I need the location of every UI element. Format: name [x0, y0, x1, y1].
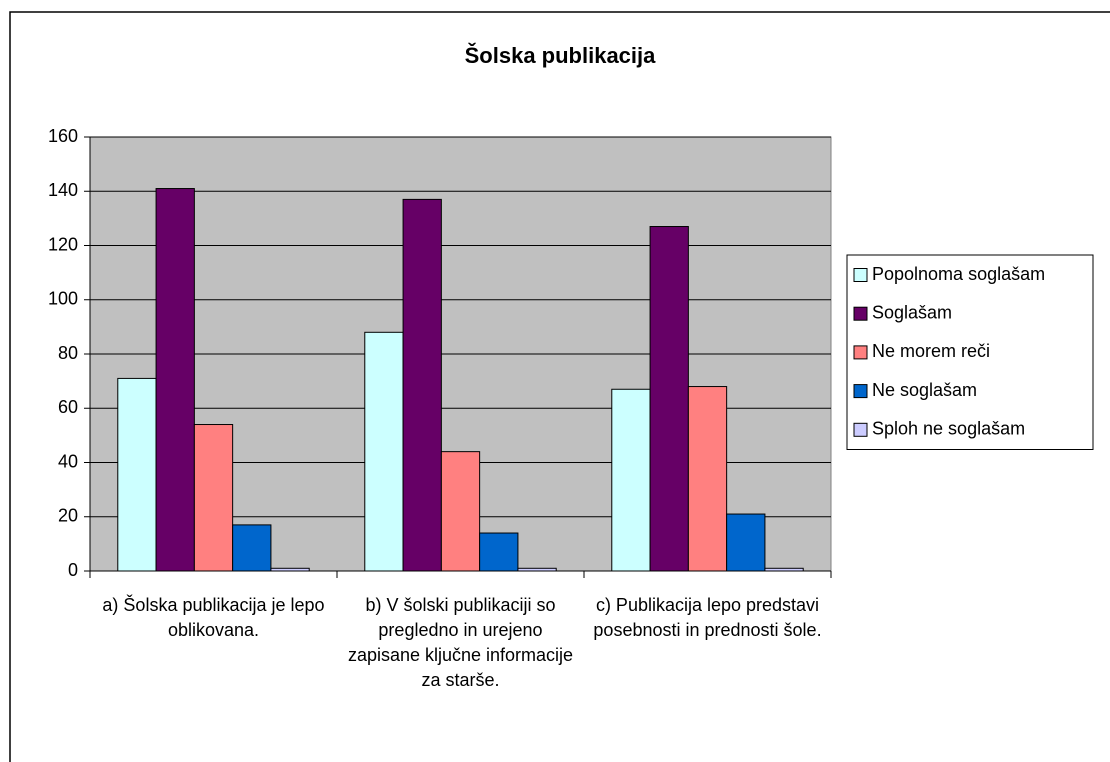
legend-label: Sploh ne soglašam	[872, 419, 1025, 439]
legend-label: Ne morem reči	[872, 341, 990, 361]
bar	[687, 386, 728, 572]
x-tick-label: b) V šolski publikaciji so pregledno in …	[347, 595, 574, 690]
y-tick-label: 140	[48, 180, 78, 200]
legend-swatch	[853, 384, 868, 399]
bar	[232, 524, 272, 572]
chart-title: Šolska publikacija	[465, 43, 657, 68]
x-tick-label: a) Šolska publikacija je lepo oblikovana…	[102, 595, 325, 640]
y-tick-label: 100	[48, 289, 78, 309]
x-tick-label: c) Publikacija lepo predstavi posebnosti…	[593, 595, 822, 640]
legend-swatch	[853, 268, 868, 282]
bar	[726, 513, 766, 572]
bar	[193, 424, 234, 572]
y-tick-label: 160	[48, 126, 78, 146]
legend-box	[846, 254, 1094, 450]
y-tick-label: 80	[58, 343, 78, 363]
legend-label: Ne soglašam	[872, 380, 977, 400]
bar	[611, 388, 651, 572]
bar	[270, 567, 310, 572]
legend-label: Popolnoma soglašam	[872, 264, 1045, 284]
bar	[402, 198, 442, 572]
legend-swatch	[853, 422, 868, 437]
bar	[517, 567, 557, 572]
bar	[364, 331, 404, 572]
y-tick-label: 20	[58, 506, 78, 526]
y-tick-label: 60	[58, 397, 78, 417]
bar	[479, 532, 519, 572]
y-tick-label: 120	[48, 234, 78, 254]
legend-label: Soglašam	[872, 302, 952, 322]
y-tick-label: 0	[68, 560, 78, 580]
chart-border	[9, 11, 1110, 762]
legend-swatch	[853, 306, 868, 321]
legend-swatch	[853, 345, 868, 360]
bar	[764, 567, 804, 572]
y-tick-label: 40	[58, 451, 78, 471]
bar	[440, 451, 481, 572]
bar	[649, 226, 689, 572]
bar	[155, 188, 195, 572]
bar	[117, 377, 157, 572]
